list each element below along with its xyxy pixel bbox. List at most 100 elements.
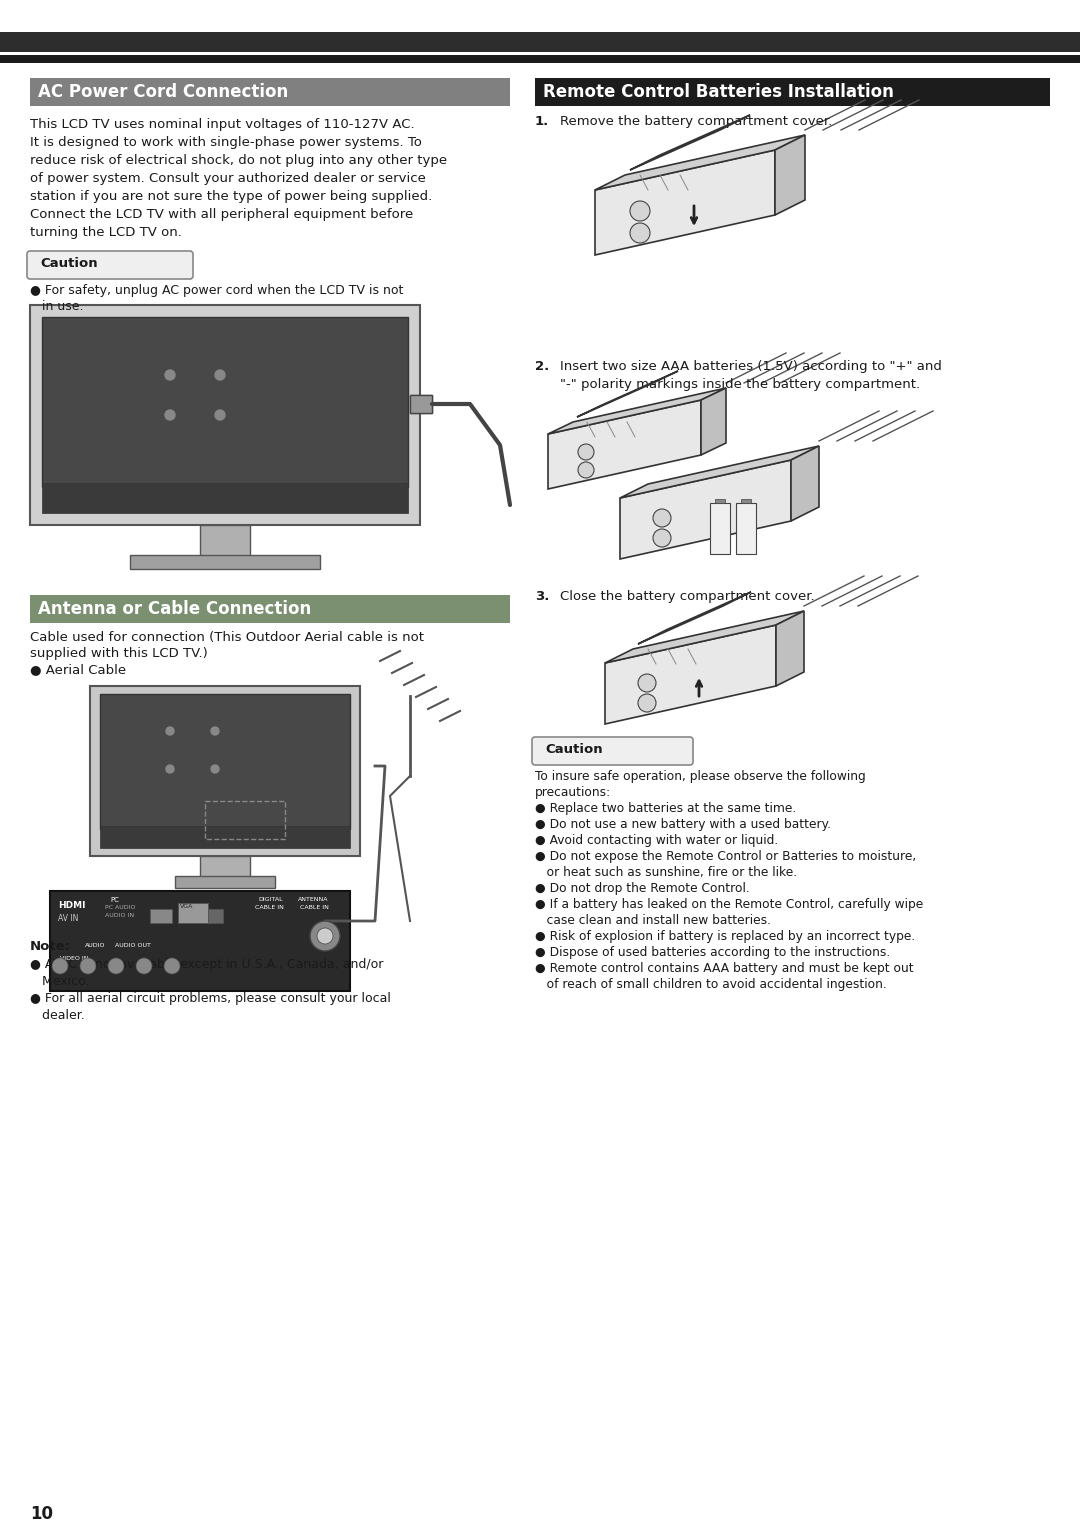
Polygon shape bbox=[620, 446, 819, 498]
Circle shape bbox=[318, 928, 333, 944]
Bar bbox=[0, 55, 1080, 63]
Bar bbox=[30, 305, 420, 525]
Circle shape bbox=[630, 201, 650, 221]
Text: in use.: in use. bbox=[30, 300, 83, 313]
Circle shape bbox=[80, 958, 96, 974]
Text: ANTENNA: ANTENNA bbox=[298, 898, 328, 902]
Text: 2.: 2. bbox=[535, 360, 550, 372]
Text: Close the battery compartment cover.: Close the battery compartment cover. bbox=[561, 590, 814, 604]
Text: ● For safety, unplug AC power cord when the LCD TV is not: ● For safety, unplug AC power cord when … bbox=[30, 283, 403, 297]
Bar bbox=[42, 483, 408, 513]
Circle shape bbox=[653, 529, 671, 547]
Circle shape bbox=[211, 764, 219, 774]
Polygon shape bbox=[595, 150, 775, 254]
Text: case clean and install new batteries.: case clean and install new batteries. bbox=[535, 915, 771, 927]
Polygon shape bbox=[775, 135, 805, 214]
Polygon shape bbox=[595, 135, 805, 190]
Polygon shape bbox=[548, 388, 726, 434]
Bar bbox=[205, 908, 222, 922]
Text: 10: 10 bbox=[30, 1504, 53, 1523]
Circle shape bbox=[578, 444, 594, 460]
Text: DIGITAL: DIGITAL bbox=[258, 898, 283, 902]
Circle shape bbox=[653, 509, 671, 527]
Text: PC: PC bbox=[110, 898, 119, 902]
Text: of power system. Consult your authorized dealer or service: of power system. Consult your authorized… bbox=[30, 172, 426, 185]
Circle shape bbox=[166, 764, 174, 774]
Text: of reach of small children to avoid accidental ingestion.: of reach of small children to avoid acci… bbox=[535, 977, 887, 991]
Bar bbox=[180, 908, 198, 922]
Text: ● Do not use a new battery with a used battery.: ● Do not use a new battery with a used b… bbox=[535, 818, 831, 830]
Text: CABLE IN: CABLE IN bbox=[255, 905, 284, 910]
Bar bbox=[175, 876, 275, 889]
Bar bbox=[42, 317, 408, 487]
Text: Mexico.: Mexico. bbox=[30, 974, 90, 988]
Text: ● Remote control contains AAA battery and must be kept out: ● Remote control contains AAA battery an… bbox=[535, 962, 914, 974]
Circle shape bbox=[630, 224, 650, 244]
Text: 3.: 3. bbox=[535, 590, 550, 604]
Text: ● Do not expose the Remote Control or Batteries to moisture,: ● Do not expose the Remote Control or Ba… bbox=[535, 850, 916, 863]
Text: or heat such as sunshine, fire or the like.: or heat such as sunshine, fire or the li… bbox=[535, 866, 797, 879]
Circle shape bbox=[638, 674, 656, 692]
Bar bbox=[100, 694, 350, 829]
Text: CABLE IN: CABLE IN bbox=[300, 905, 329, 910]
Polygon shape bbox=[701, 388, 726, 455]
Circle shape bbox=[638, 694, 656, 712]
Circle shape bbox=[108, 958, 124, 974]
Polygon shape bbox=[638, 591, 751, 643]
Text: ● Do not drop the Remote Control.: ● Do not drop the Remote Control. bbox=[535, 882, 750, 895]
Text: dealer.: dealer. bbox=[30, 1010, 84, 1022]
Text: "-" polarity markings inside the battery compartment.: "-" polarity markings inside the battery… bbox=[561, 378, 920, 391]
Text: It is designed to work with single-phase power systems. To: It is designed to work with single-phase… bbox=[30, 136, 422, 149]
Bar bbox=[200, 856, 249, 878]
Bar bbox=[710, 502, 730, 555]
Polygon shape bbox=[620, 460, 791, 559]
Polygon shape bbox=[577, 371, 678, 417]
Text: AUDIO IN: AUDIO IN bbox=[105, 913, 134, 918]
Bar bbox=[0, 32, 1080, 52]
Bar bbox=[741, 499, 751, 502]
Text: To insure safe operation, please observe the following: To insure safe operation, please observe… bbox=[535, 771, 866, 783]
Polygon shape bbox=[777, 611, 804, 686]
Text: ● Risk of explosion if battery is replaced by an incorrect type.: ● Risk of explosion if battery is replac… bbox=[535, 930, 915, 944]
Circle shape bbox=[310, 921, 340, 951]
FancyBboxPatch shape bbox=[27, 251, 193, 279]
Polygon shape bbox=[605, 625, 777, 725]
Circle shape bbox=[215, 411, 225, 420]
Text: 1.: 1. bbox=[535, 115, 550, 129]
Text: Remote Control Batteries Installation: Remote Control Batteries Installation bbox=[543, 83, 894, 101]
Text: station if you are not sure the type of power being supplied.: station if you are not sure the type of … bbox=[30, 190, 432, 204]
Circle shape bbox=[215, 371, 225, 380]
Text: PC AUDIO: PC AUDIO bbox=[105, 905, 135, 910]
Text: AV IN: AV IN bbox=[58, 915, 79, 922]
Text: Caution: Caution bbox=[545, 743, 603, 755]
Circle shape bbox=[136, 958, 152, 974]
Bar bbox=[30, 78, 510, 106]
Bar bbox=[410, 395, 432, 414]
Circle shape bbox=[166, 728, 174, 735]
Bar bbox=[90, 686, 360, 856]
Text: Remove the battery compartment cover.: Remove the battery compartment cover. bbox=[561, 115, 833, 129]
Text: ● ATSC is not available except in U.S.A., Canada, and/or: ● ATSC is not available except in U.S.A.… bbox=[30, 958, 383, 971]
Text: VIDEO IN: VIDEO IN bbox=[60, 956, 89, 961]
Polygon shape bbox=[548, 400, 701, 489]
Text: ● Aerial Cable: ● Aerial Cable bbox=[30, 663, 126, 676]
Text: HDMI: HDMI bbox=[58, 901, 85, 910]
Text: reduce risk of electrical shock, do not plug into any other type: reduce risk of electrical shock, do not … bbox=[30, 155, 447, 167]
Text: This LCD TV uses nominal input voltages of 110-127V AC.: This LCD TV uses nominal input voltages … bbox=[30, 118, 415, 132]
Bar bbox=[200, 525, 249, 558]
Text: Caution: Caution bbox=[40, 257, 97, 270]
Bar bbox=[30, 594, 510, 624]
FancyBboxPatch shape bbox=[532, 737, 693, 764]
Bar bbox=[50, 892, 350, 991]
Text: Note:: Note: bbox=[30, 941, 71, 953]
Text: AUDIO: AUDIO bbox=[85, 944, 106, 948]
Circle shape bbox=[165, 371, 175, 380]
Text: AC Power Cord Connection: AC Power Cord Connection bbox=[38, 83, 288, 101]
Bar bbox=[410, 395, 432, 414]
Text: Insert two size AAA batteries (1.5V) according to "+" and: Insert two size AAA batteries (1.5V) acc… bbox=[561, 360, 942, 372]
Text: VGA: VGA bbox=[180, 904, 193, 908]
Text: ● Dispose of used batteries according to the instructions.: ● Dispose of used batteries according to… bbox=[535, 945, 890, 959]
Circle shape bbox=[165, 411, 175, 420]
Circle shape bbox=[578, 463, 594, 478]
Text: precautions:: precautions: bbox=[535, 786, 611, 800]
